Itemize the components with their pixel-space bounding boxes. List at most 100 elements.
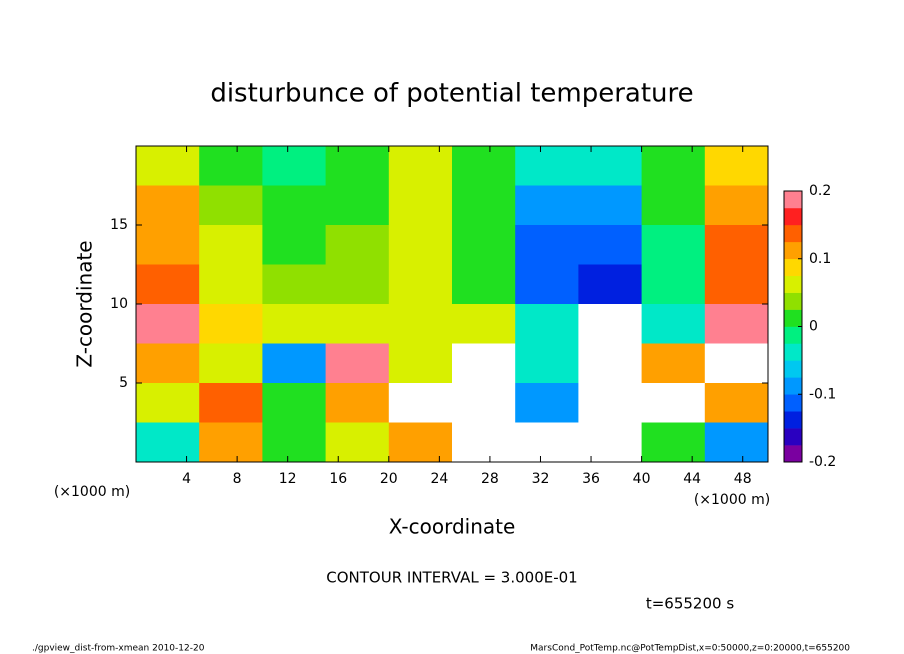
y-tick-label: 5 — [119, 375, 128, 391]
chart-title: disturbunce of potential temperature — [210, 79, 693, 109]
colorbar-tick-label: -0.1 — [809, 386, 836, 402]
x-tick-label: 40 — [633, 471, 651, 487]
x-tick-label: 44 — [683, 471, 701, 487]
cell — [578, 422, 643, 463]
cell — [641, 185, 706, 226]
x-tick-label: 12 — [279, 471, 297, 487]
cell — [452, 264, 516, 305]
cell — [515, 383, 579, 423]
cell — [199, 146, 263, 186]
cell — [325, 185, 390, 226]
cell — [388, 264, 453, 305]
time-label: t=655200 s — [646, 595, 734, 613]
axis-unit: (×1000 m) — [54, 484, 130, 500]
cell — [262, 304, 327, 344]
cell — [704, 304, 769, 344]
cell — [262, 422, 327, 463]
cell — [515, 422, 579, 463]
x-tick-label: 28 — [481, 471, 499, 487]
cell — [136, 343, 200, 384]
cell — [388, 304, 453, 344]
cell — [515, 185, 579, 226]
colorbar-swatch — [784, 275, 802, 293]
cell — [388, 225, 453, 265]
footer-left: ./gpview_dist-from-xmean 2010-12-20 — [32, 644, 205, 654]
cell — [262, 383, 327, 423]
colorbar-swatch — [784, 377, 802, 395]
colorbar-tick-label: 0 — [809, 319, 818, 335]
cell — [325, 343, 390, 384]
cell — [262, 225, 327, 265]
cell — [136, 185, 200, 226]
cell — [262, 264, 327, 305]
cell — [452, 185, 516, 226]
colorbar-swatch — [784, 394, 802, 412]
cell — [452, 146, 516, 186]
cell — [199, 225, 263, 265]
cell — [388, 146, 453, 186]
cell — [262, 343, 327, 384]
x-tick-label: 8 — [233, 471, 242, 487]
cell — [515, 225, 579, 265]
cell — [641, 422, 706, 463]
cell — [641, 264, 706, 305]
cell — [704, 264, 769, 305]
cell — [199, 304, 263, 344]
cell — [578, 343, 643, 384]
cell — [704, 343, 769, 384]
colorbar-swatch — [784, 445, 802, 463]
cell — [515, 264, 579, 305]
cell — [578, 225, 643, 265]
colorbar-swatch — [784, 292, 802, 310]
cell — [199, 422, 263, 463]
x-axis-label: X-coordinate — [389, 515, 516, 539]
cell — [325, 264, 390, 305]
axis-unit: (×1000 m) — [694, 492, 770, 508]
cell — [578, 383, 643, 423]
cell — [452, 225, 516, 265]
cell — [515, 304, 579, 344]
cell — [136, 225, 200, 265]
colorbar-swatch — [784, 326, 802, 344]
x-tick-label: 16 — [329, 471, 347, 487]
cell — [578, 304, 643, 344]
colorbar-swatch — [784, 428, 802, 446]
x-tick-label: 32 — [532, 471, 550, 487]
cell — [262, 146, 327, 186]
colorbar-swatch — [784, 258, 802, 276]
cell — [641, 304, 706, 344]
colorbar-swatch — [784, 360, 802, 378]
cell — [704, 225, 769, 265]
colorbar-tick-label: 0.1 — [809, 251, 831, 267]
colorbar-swatch — [784, 343, 802, 361]
cell — [325, 422, 390, 463]
cell — [641, 146, 706, 186]
x-tick-label: 36 — [582, 471, 600, 487]
colorbar-swatch — [784, 224, 802, 243]
cell — [704, 146, 769, 186]
cell — [136, 146, 200, 186]
cell — [325, 225, 390, 265]
cell — [199, 185, 263, 226]
y-tick-label: 10 — [110, 296, 128, 312]
x-tick-label: 4 — [182, 471, 191, 487]
x-tick-label: 20 — [380, 471, 398, 487]
cell — [325, 304, 390, 344]
cell — [325, 146, 390, 186]
cell — [199, 264, 263, 305]
cell — [452, 422, 516, 463]
field — [136, 146, 769, 463]
cell — [325, 383, 390, 423]
cell — [515, 343, 579, 384]
y-axis-label: Z-coordinate — [73, 240, 97, 367]
x-tick-label: 24 — [430, 471, 448, 487]
colorbar-swatch — [784, 207, 802, 226]
cell — [136, 304, 200, 344]
x-tick-label: 48 — [734, 471, 752, 487]
colorbar-swatch — [784, 191, 802, 209]
cell — [452, 343, 516, 384]
cell — [452, 383, 516, 423]
cell — [452, 304, 516, 344]
cell — [136, 383, 200, 423]
